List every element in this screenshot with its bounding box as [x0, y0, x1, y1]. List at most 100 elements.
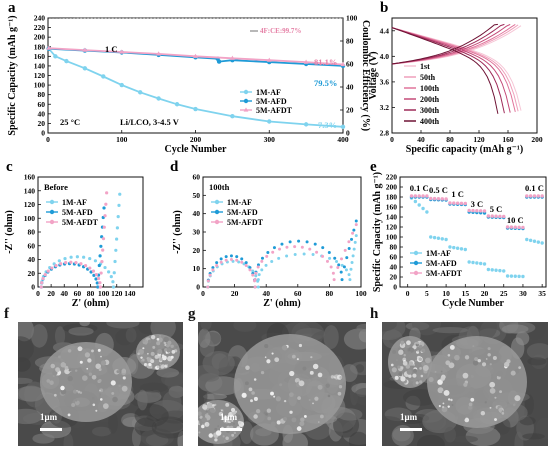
c-point-5M-AFDT	[54, 263, 58, 268]
d-point-5M-AFDT	[331, 271, 335, 275]
d-x-axis-title: Z' (ohm)	[263, 298, 301, 309]
e-ytick-label: 220	[386, 173, 398, 182]
c-ytick-label: 0	[31, 283, 35, 292]
panel-letter-f: f	[4, 306, 9, 322]
d-xtick-label: 100	[355, 289, 367, 298]
d-point-5M-AFDT	[229, 258, 233, 261]
sem-surface-feature	[157, 349, 163, 355]
d-point-5M-AFD	[266, 250, 270, 254]
sem-surface-feature	[64, 368, 71, 375]
c-ytick-label: 80	[28, 228, 36, 237]
sem-surface-feature	[489, 363, 492, 366]
d-point-5M-AFD	[244, 261, 248, 265]
e-point-5M-AFDT	[459, 201, 464, 206]
c-xtick-label: 80	[87, 289, 95, 298]
a-point-5M-AFDT	[82, 47, 88, 52]
e-point-1M-AF	[490, 268, 494, 272]
e-point-1M-AF	[513, 274, 517, 278]
sem-surface-feature	[99, 389, 101, 392]
sem-surface-feature	[299, 421, 305, 427]
a-ytick-label: 120	[34, 71, 46, 80]
a-point-1M-AF	[303, 122, 309, 127]
sem-surface-feature	[57, 355, 61, 359]
d-point-5M-AFDT	[208, 273, 212, 277]
sem-grain	[18, 408, 43, 425]
sem-surface-feature	[198, 418, 201, 421]
d-point-5M-AFDT	[351, 231, 355, 235]
b-plot-frame	[391, 17, 538, 134]
d-point-1M-AF	[335, 260, 339, 264]
sem-surface-feature	[462, 372, 469, 379]
d-point-5M-AFDT	[354, 223, 358, 227]
e-xtick-label: 10	[442, 289, 450, 298]
sem-surface-feature	[459, 414, 466, 421]
d-point-5M-AFDT	[329, 265, 333, 269]
sem-surface-feature	[201, 417, 207, 423]
e-point-1M-AF	[486, 267, 491, 272]
a-point-1M-AF	[119, 82, 124, 88]
b-xtick-label: 200	[531, 135, 543, 144]
b-legend-label: 300th	[420, 106, 440, 115]
e-point-1M-AF	[452, 245, 456, 250]
sem-surface-feature	[496, 371, 503, 377]
d-point-5M-AFDT	[240, 260, 244, 264]
sem-surface-feature	[233, 431, 237, 435]
c-legend-label: 1M-AF	[62, 198, 87, 207]
c-point-5M-AFDT	[96, 276, 101, 281]
d-point-1M-AF	[264, 263, 268, 267]
sem-surface-feature	[421, 361, 426, 366]
sem-surface-feature	[309, 370, 314, 375]
d-point-5M-AFDT	[293, 245, 297, 249]
sem-surface-feature	[339, 375, 343, 379]
sem-surface-feature	[231, 419, 234, 422]
e-point-1M-AF	[421, 206, 425, 211]
sem-surface-feature	[166, 347, 171, 353]
d-point-1M-AF	[349, 267, 353, 271]
d-point-1M-AF	[302, 252, 306, 256]
sem-surface-feature	[154, 354, 159, 359]
sem-surface-feature	[296, 426, 302, 431]
sem-surface-feature	[317, 372, 323, 378]
scale-label-g: 1μm	[220, 412, 238, 422]
e-point-1M-AF	[482, 262, 487, 266]
d-point-5M-AFD	[339, 270, 343, 274]
sem-surface-feature	[266, 408, 272, 413]
sem-surface-feature	[150, 351, 155, 356]
d-point-5M-AFDT	[300, 245, 304, 249]
sem-surface-feature	[264, 356, 267, 359]
panel-letter-a: a	[8, 0, 16, 16]
e-xtick-label: 20	[481, 289, 489, 298]
d-point-5M-AFDT	[308, 247, 312, 251]
c-point-5M-AFDT	[83, 263, 88, 268]
sem-surface-feature	[391, 367, 397, 373]
sem-surface-feature	[470, 397, 475, 402]
e-xtick-label: 5	[425, 289, 429, 298]
sem-surface-feature	[454, 416, 459, 420]
d-point-5M-AFD	[305, 240, 309, 244]
c-legend-marker	[49, 219, 55, 225]
a-legend-marker	[243, 98, 249, 104]
sem-surface-feature	[87, 358, 92, 363]
panel-letter-e: e	[370, 159, 377, 175]
e-legend-marker	[413, 250, 419, 256]
sem-surface-feature	[390, 363, 394, 367]
d-point-5M-AFD	[248, 266, 252, 270]
e-xtick-label: 0	[406, 289, 410, 298]
a-point-1M-AF	[174, 102, 180, 107]
sem-surface-feature	[159, 363, 162, 366]
b-xtick-label: 80	[446, 135, 454, 144]
e-point-5M-AFDT	[417, 194, 421, 198]
sem-surface-feature	[468, 386, 475, 393]
d-point-5M-AFDT	[256, 265, 260, 269]
a-ytick-label: 60	[38, 100, 46, 109]
e-xtick-label: 30	[519, 289, 527, 298]
sem-surface-feature	[518, 366, 522, 370]
sem-surface-feature	[434, 370, 437, 373]
sem-surface-feature	[175, 345, 178, 349]
sem-surface-feature	[201, 424, 205, 429]
c-point-5M-AFDT	[99, 271, 103, 275]
d-point-1M-AF	[347, 273, 351, 277]
sem-surface-feature	[440, 370, 443, 373]
d-point-5M-AFDT	[224, 258, 228, 262]
c-xtick-label: 40	[61, 289, 69, 298]
